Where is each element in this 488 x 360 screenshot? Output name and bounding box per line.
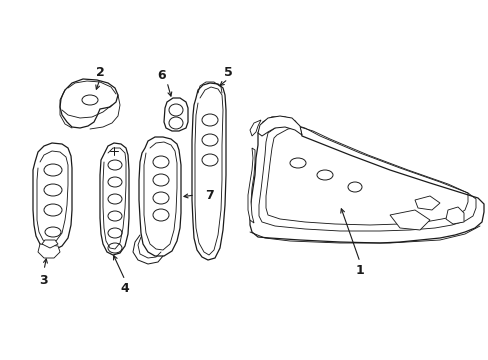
Polygon shape xyxy=(38,244,60,258)
Polygon shape xyxy=(249,117,483,243)
Polygon shape xyxy=(389,210,429,230)
Polygon shape xyxy=(249,120,261,136)
Text: 4: 4 xyxy=(121,282,129,294)
Polygon shape xyxy=(445,207,463,224)
Polygon shape xyxy=(247,148,254,223)
Polygon shape xyxy=(414,196,439,210)
Polygon shape xyxy=(192,83,225,260)
Text: 7: 7 xyxy=(205,189,214,202)
Polygon shape xyxy=(139,137,181,256)
Polygon shape xyxy=(258,116,302,136)
Polygon shape xyxy=(33,143,72,250)
Text: 5: 5 xyxy=(223,66,232,78)
Text: 3: 3 xyxy=(40,274,48,287)
Text: 2: 2 xyxy=(96,66,104,78)
Polygon shape xyxy=(42,240,58,248)
Polygon shape xyxy=(100,143,129,255)
Text: 1: 1 xyxy=(355,264,364,276)
Text: 6: 6 xyxy=(157,68,166,81)
Polygon shape xyxy=(163,98,187,131)
Polygon shape xyxy=(60,79,118,128)
